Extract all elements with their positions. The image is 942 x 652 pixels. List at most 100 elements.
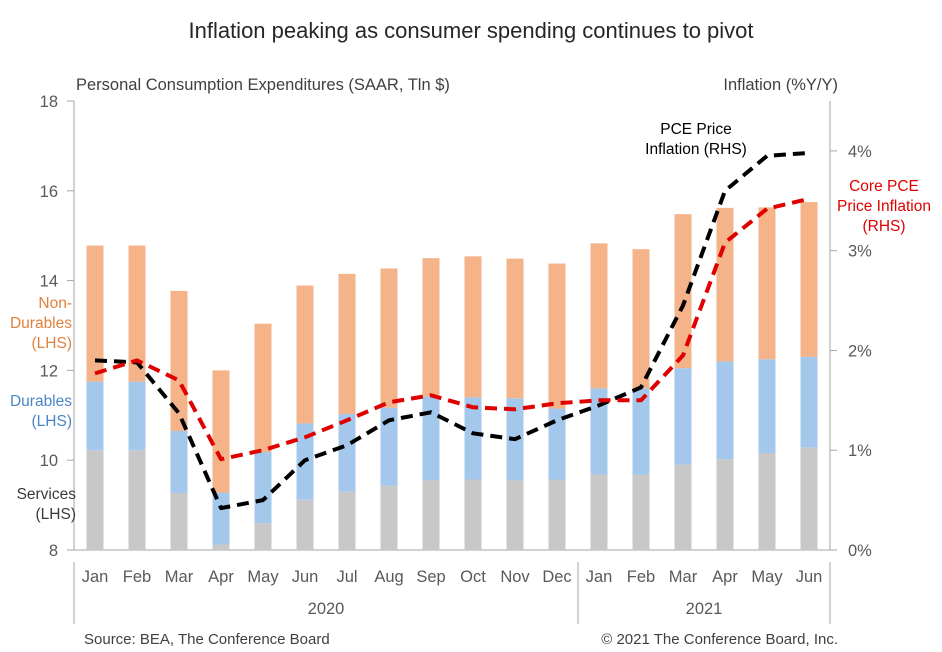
bar-segment-durables <box>674 368 692 465</box>
bar-segment-nondurables <box>296 285 314 424</box>
right-tick-label: 3% <box>848 243 872 261</box>
bar-segment-services <box>716 459 734 550</box>
bar-segment-durables <box>212 492 230 545</box>
bar-segment-nondurables <box>86 245 104 382</box>
bar-segment-services <box>800 447 818 550</box>
month-label: May <box>751 568 783 586</box>
bar-segment-nondurables <box>338 273 356 414</box>
bar-segment-services <box>86 450 104 550</box>
durables-annotation: Durables <box>10 393 72 410</box>
bar-segment-nondurables <box>674 214 692 369</box>
bar-segment-services <box>632 474 650 550</box>
services-annotation: Services <box>17 486 77 503</box>
month-label: May <box>247 568 279 586</box>
bar-segment-services <box>296 499 314 550</box>
bar-segment-nondurables <box>128 245 146 382</box>
bar-segment-durables <box>422 396 440 481</box>
left-tick-label: 8 <box>49 542 58 560</box>
left-tick-label: 14 <box>40 273 58 291</box>
month-label: Sep <box>416 568 445 586</box>
month-label: Jan <box>586 568 613 586</box>
bar-segment-nondurables <box>254 323 272 453</box>
bar-segment-nondurables <box>422 258 440 397</box>
bar-segment-services <box>212 544 230 550</box>
durables-annotation: (LHS) <box>32 413 72 430</box>
tick-labels: 8 10 12 14 16 18 0% 1% 2% 3% 4% Jan Feb Mar Apr May Jun J… <box>40 93 873 618</box>
right-tick-label: 0% <box>848 542 872 560</box>
right-tick-label: 1% <box>848 442 872 460</box>
month-label: Mar <box>669 568 698 586</box>
bar-segment-services <box>338 491 356 550</box>
left-axis-label: Personal Consumption Expenditures (SAAR,… <box>76 76 450 94</box>
bar-segment-durables <box>716 361 734 460</box>
nondurables-annotation: Durables <box>10 315 72 332</box>
bar-segment-durables <box>632 388 650 475</box>
bar-segment-nondurables <box>590 243 608 389</box>
bar-segment-services <box>506 480 524 550</box>
month-label: Apr <box>208 568 234 586</box>
bar-segment-nondurables <box>464 256 482 398</box>
pce-inflation-line <box>94 150 810 511</box>
bar-segment-services <box>758 453 776 550</box>
left-tick-label: 16 <box>40 183 58 201</box>
pce-annotation: PCE Price <box>660 121 732 138</box>
pce-annotation: Inflation (RHS) <box>645 141 747 158</box>
bar-segment-services <box>548 479 566 550</box>
core-pce-annotation: Price Inflation <box>837 198 931 215</box>
month-label: Jun <box>292 568 319 586</box>
axes <box>67 100 837 624</box>
nondurables-annotation: (LHS) <box>32 335 72 352</box>
bar-segment-services <box>464 479 482 550</box>
services-annotation: (LHS) <box>36 506 76 523</box>
bar-segment-nondurables <box>170 290 188 432</box>
bar-segment-services <box>590 474 608 550</box>
month-label: Mar <box>165 568 194 586</box>
bar-segment-nondurables <box>716 207 734 362</box>
bar-segment-services <box>128 450 146 550</box>
month-label: Aug <box>374 568 403 586</box>
bar-segment-nondurables <box>380 268 398 408</box>
bar-segment-durables <box>380 407 398 486</box>
bars <box>86 202 818 550</box>
bar-segment-durables <box>590 388 608 475</box>
year-label: 2020 <box>308 600 345 618</box>
bar-segment-durables <box>800 356 818 448</box>
bar-segment-nondurables <box>548 263 566 409</box>
core-pce-inflation-line <box>94 196 810 462</box>
series-annotations: Non- Durables (LHS) Durables (LHS) Services (L… <box>10 121 931 523</box>
bar-segment-services <box>170 492 188 550</box>
bar-segment-nondurables <box>212 370 230 493</box>
core-pce-annotation: (RHS) <box>862 218 905 235</box>
bar-segment-services <box>422 480 440 550</box>
left-tick-label: 18 <box>40 93 58 111</box>
bar-segment-durables <box>86 381 104 451</box>
copyright-note: © 2021 The Conference Board, Inc. <box>601 631 838 648</box>
bar-segment-durables <box>464 397 482 480</box>
inflation-lines <box>94 150 810 511</box>
nondurables-annotation: Non- <box>38 295 72 312</box>
month-label: Jan <box>82 568 109 586</box>
bar-segment-nondurables <box>758 207 776 360</box>
bar-segment-services <box>674 464 692 550</box>
chart-title: Inflation peaking as consumer spending c… <box>188 18 753 43</box>
bar-segment-durables <box>128 381 146 451</box>
bar-segment-nondurables <box>506 258 524 399</box>
month-label: Jun <box>796 568 823 586</box>
right-tick-label: 2% <box>848 342 872 360</box>
right-tick-label: 4% <box>848 143 872 161</box>
month-label: Oct <box>460 568 486 586</box>
month-label: Apr <box>712 568 738 586</box>
month-label: Feb <box>123 568 151 586</box>
right-axis-label: Inflation (%Y/Y) <box>723 76 838 94</box>
month-label: Nov <box>500 568 530 586</box>
bar-segment-durables <box>170 431 188 493</box>
core-pce-annotation: Core PCE <box>849 178 919 195</box>
year-label: 2021 <box>686 600 723 618</box>
bar-segment-durables <box>338 413 356 492</box>
left-tick-label: 10 <box>40 452 58 470</box>
bar-segment-nondurables <box>632 249 650 389</box>
bar-segment-services <box>254 523 272 550</box>
bar-segment-nondurables <box>800 202 818 357</box>
month-label: Dec <box>542 568 571 586</box>
